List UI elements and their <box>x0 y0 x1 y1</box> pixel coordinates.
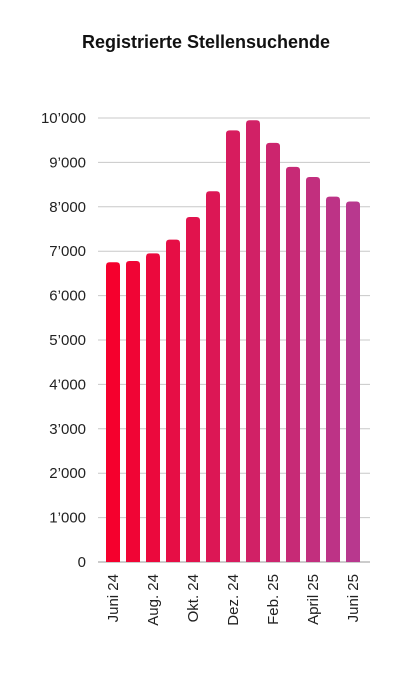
bar <box>106 262 120 562</box>
bar <box>166 239 180 562</box>
bar <box>226 130 240 562</box>
x-tick-label: Aug. 24 <box>145 574 162 626</box>
y-tick-label: 2’000 <box>49 465 86 482</box>
chart-title: Registrierte Stellensuchende <box>81 32 331 52</box>
y-tick-label: 5’000 <box>49 332 86 349</box>
x-tick-label: Juni 24 <box>105 574 122 622</box>
x-tick-label: Dez. 24 <box>225 574 242 626</box>
y-tick-label: 9’000 <box>49 154 86 171</box>
x-tick-label: Okt. 24 <box>185 574 202 622</box>
y-tick-label: 6’000 <box>49 288 86 305</box>
y-tick-label: 7’000 <box>49 243 86 260</box>
bar <box>266 142 280 562</box>
x-tick-label: Juni 25 <box>345 574 362 622</box>
bar <box>326 196 340 562</box>
bar <box>146 253 160 563</box>
bar <box>246 120 260 562</box>
y-tick-label: 0 <box>78 554 86 571</box>
y-tick-label: 4’000 <box>49 376 86 393</box>
y-tick-label: 8’000 <box>49 199 86 216</box>
bar <box>126 260 140 562</box>
bar <box>206 191 220 562</box>
bar <box>346 201 360 563</box>
bar <box>306 177 320 562</box>
x-tick-label: Feb. 25 <box>265 574 282 625</box>
y-tick-label: 10’000 <box>41 110 86 127</box>
x-tick-label: April 25 <box>305 574 322 625</box>
y-tick-label: 1’000 <box>49 510 86 527</box>
bar <box>186 217 200 562</box>
y-tick-label: 3’000 <box>49 421 86 438</box>
bar <box>286 166 300 562</box>
